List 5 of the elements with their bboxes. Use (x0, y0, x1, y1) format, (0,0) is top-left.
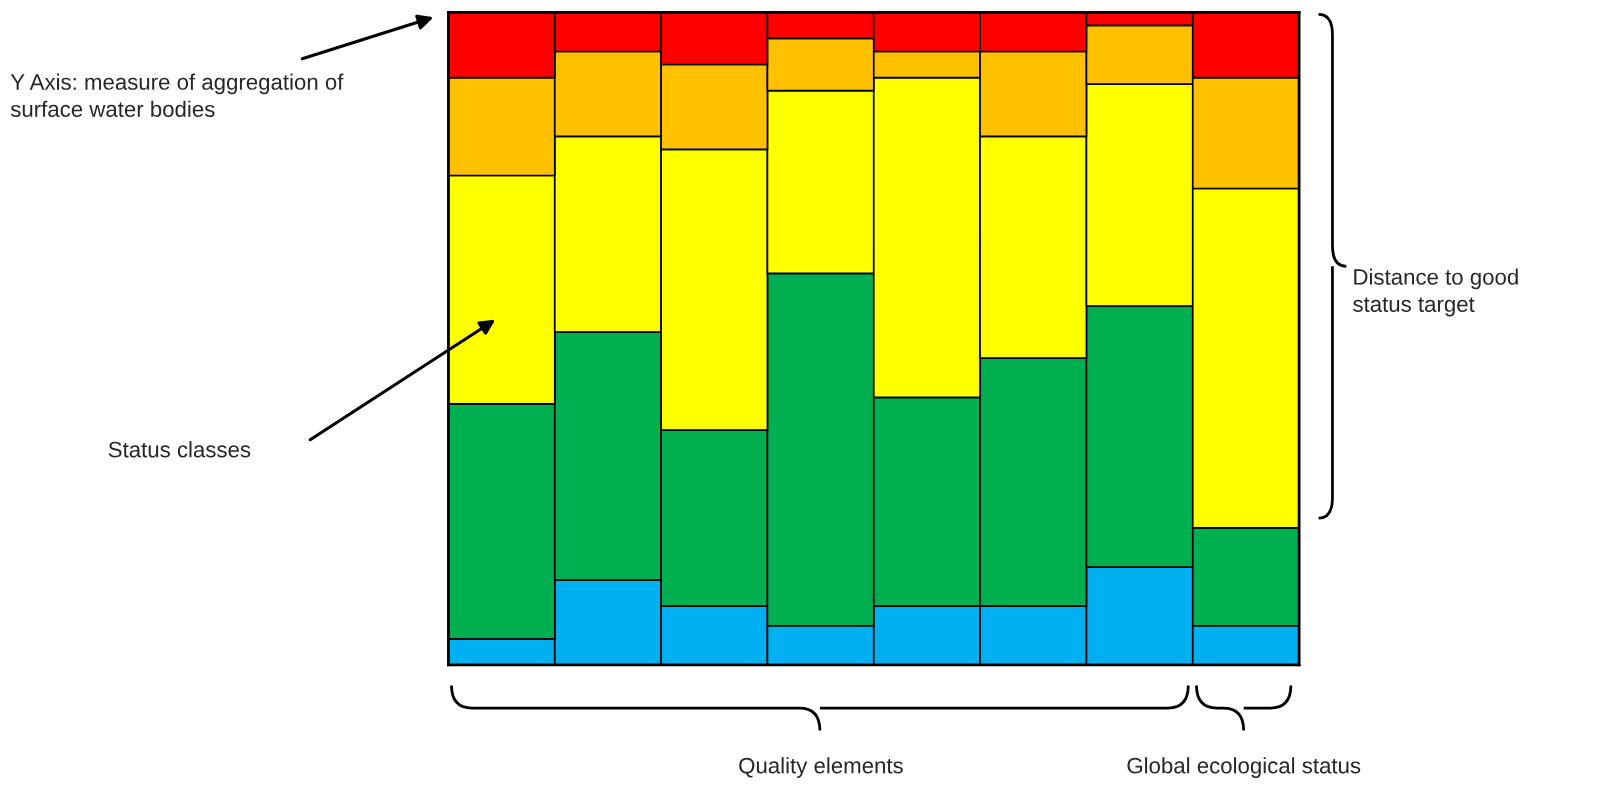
text: Y Axis: measure of aggregation of surface water bodies (10, 73, 344, 118)
text: Quality elements (739, 757, 903, 778)
text: Global ecological status (1127, 757, 1361, 778)
text: Status classes (108, 441, 251, 458)
text: Distance to good status target (1353, 268, 1518, 317)
